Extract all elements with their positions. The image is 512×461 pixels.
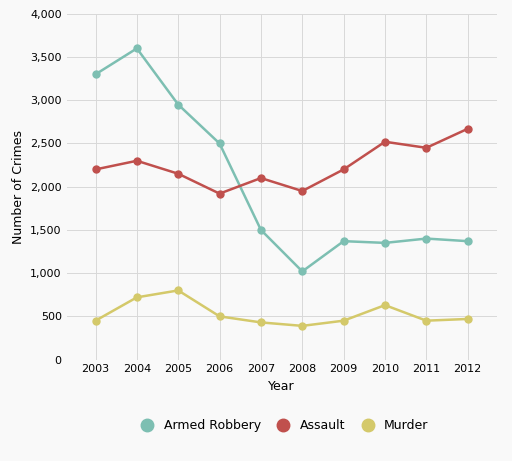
X-axis label: Year: Year [268,380,295,393]
Armed Robbery [258,227,264,233]
Assault [299,188,305,194]
Armed Robbery [464,238,471,244]
Y-axis label: Number of Crimes: Number of Crimes [11,130,25,244]
Assault [464,126,471,131]
Murder [134,295,140,300]
Armed Robbery [299,269,305,274]
Line: Assault: Assault [92,125,471,197]
Assault [175,171,181,177]
Assault [382,139,388,145]
Assault [93,167,99,172]
Murder [423,318,430,324]
Murder [340,318,347,324]
Armed Robbery [217,141,223,146]
Line: Armed Robbery: Armed Robbery [92,45,471,275]
Assault [217,191,223,196]
Armed Robbery [423,236,430,242]
Assault [134,158,140,164]
Assault [340,167,347,172]
Armed Robbery [93,71,99,77]
Murder [464,316,471,322]
Murder [175,288,181,293]
Murder [93,318,99,324]
Murder [382,302,388,308]
Murder [217,313,223,319]
Murder [258,319,264,325]
Legend: Armed Robbery, Assault, Murder: Armed Robbery, Assault, Murder [130,414,433,437]
Armed Robbery [175,102,181,107]
Armed Robbery [340,238,347,244]
Line: Murder: Murder [92,287,471,329]
Armed Robbery [382,240,388,246]
Assault [423,145,430,151]
Assault [258,175,264,181]
Murder [299,323,305,329]
Armed Robbery [134,46,140,51]
